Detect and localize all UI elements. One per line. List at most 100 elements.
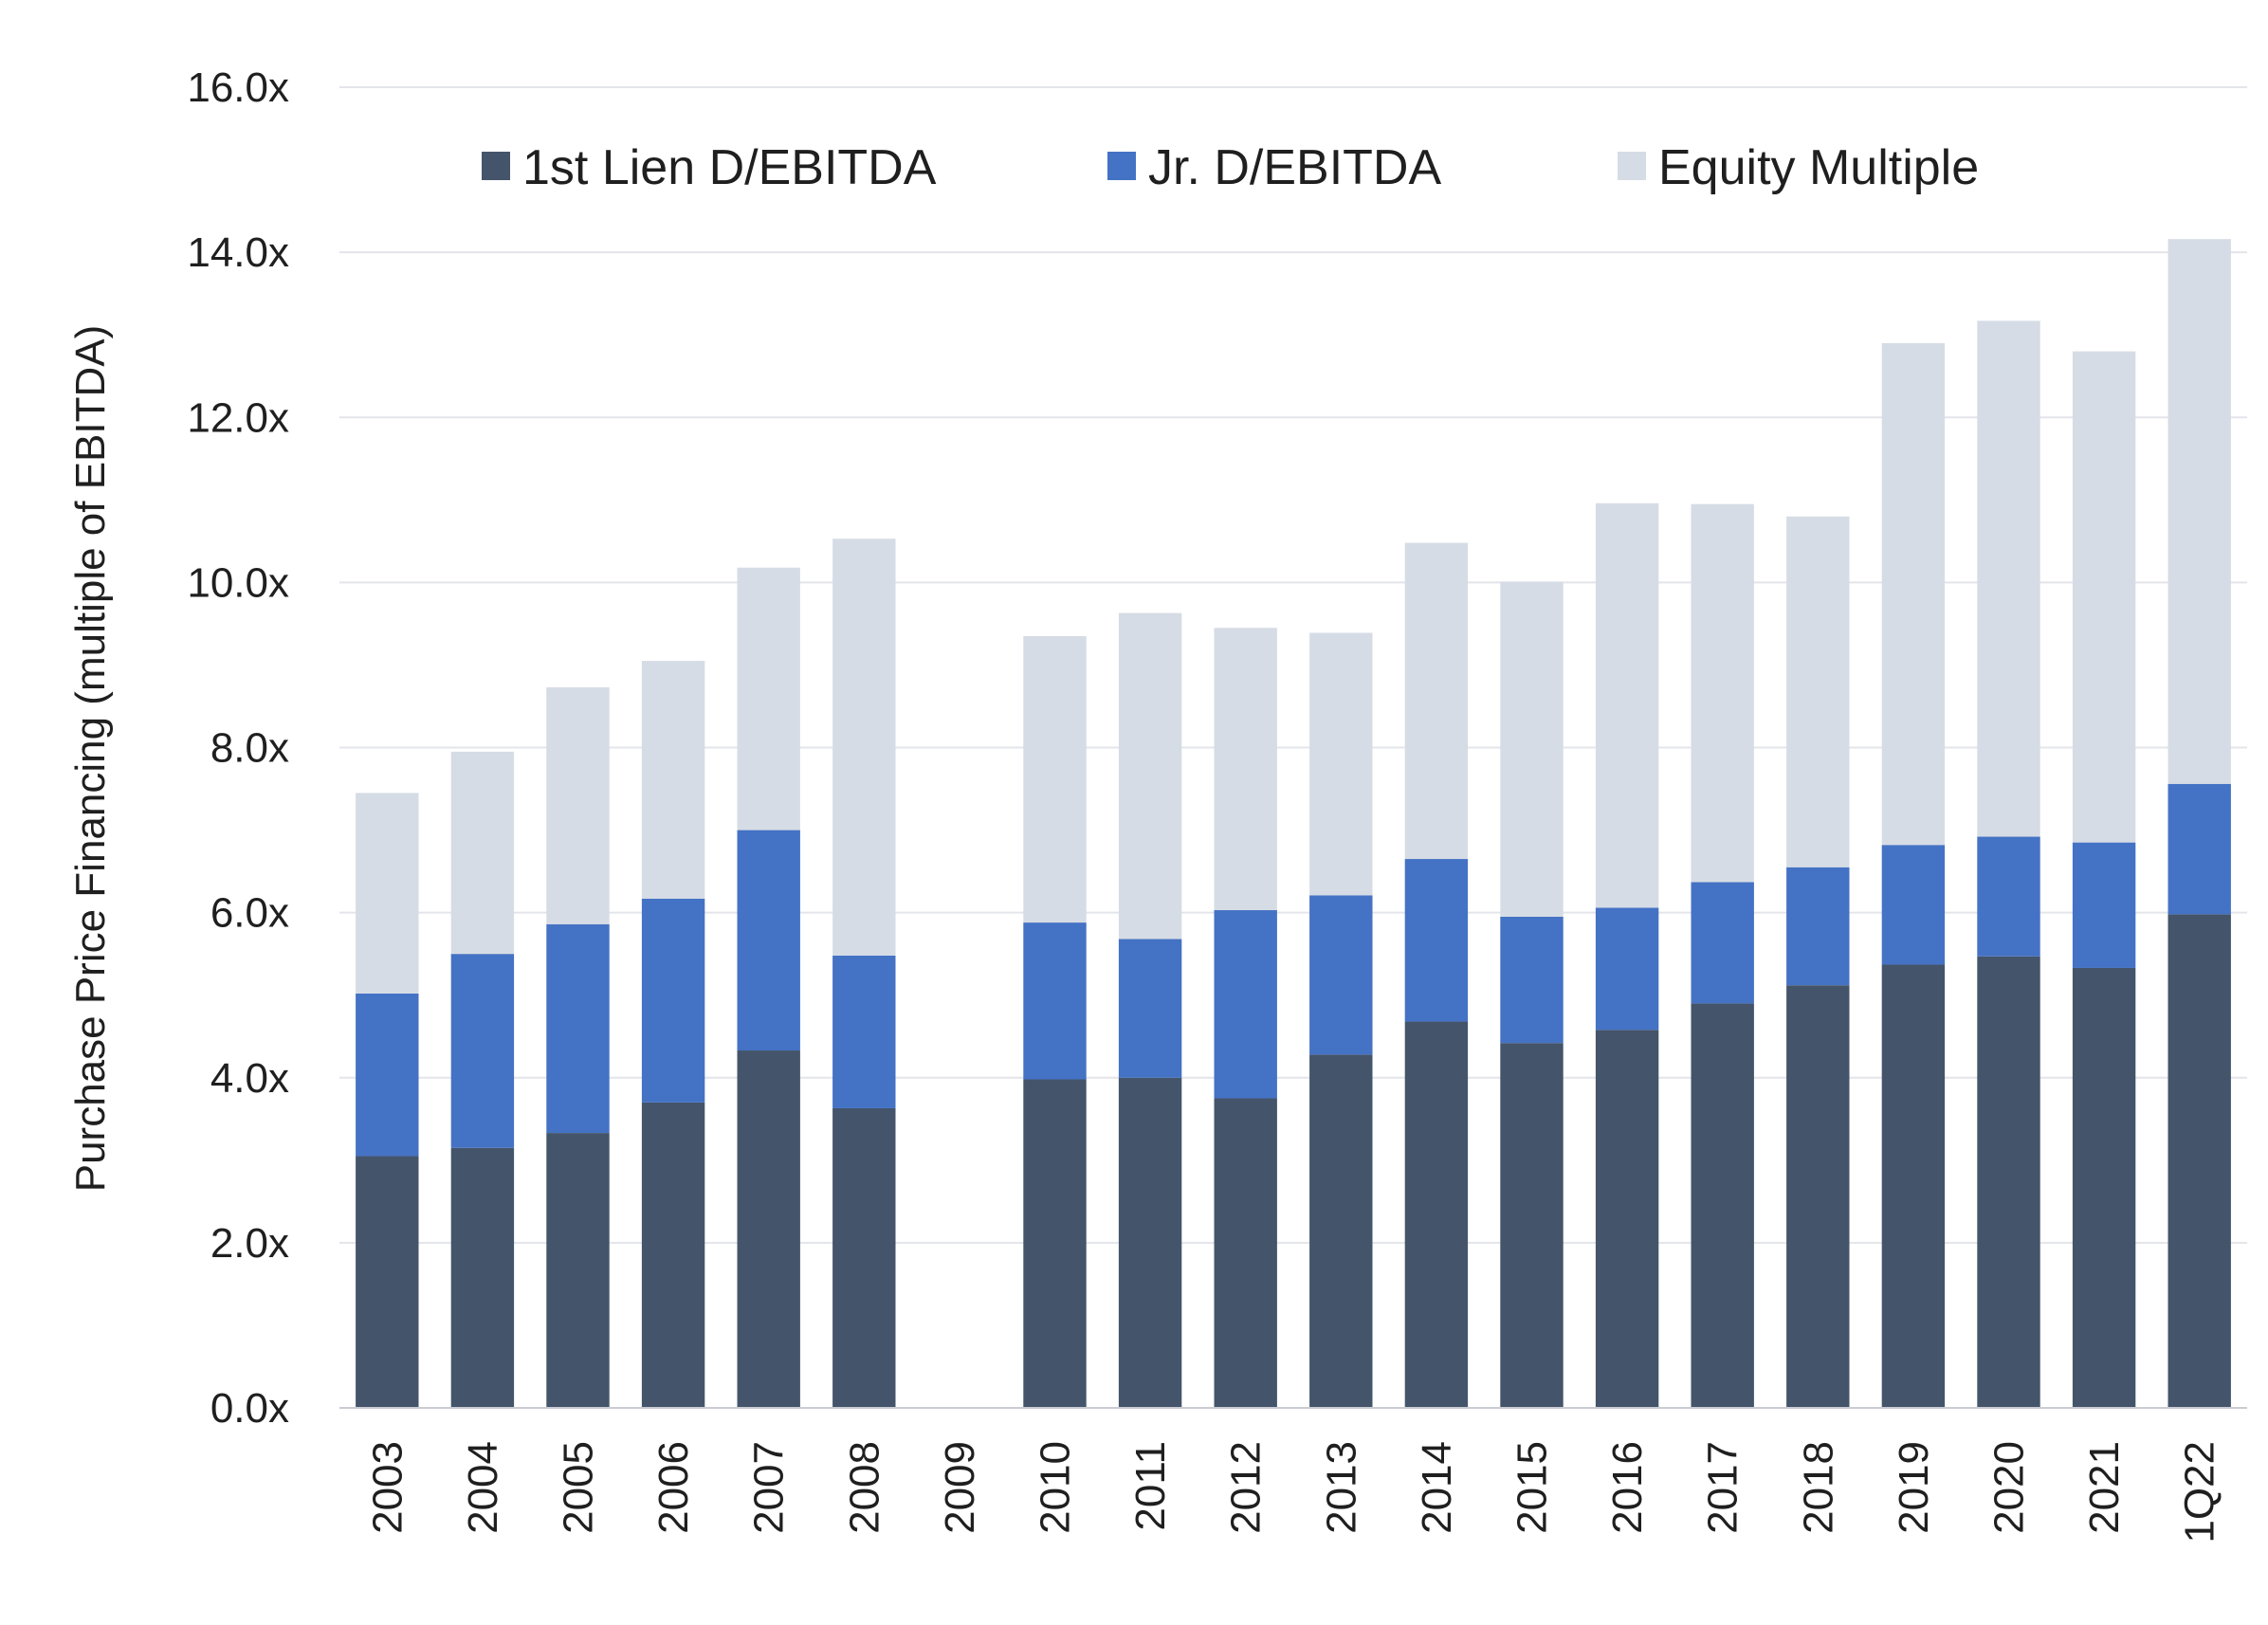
bar-segment-jr-d-ebitda: [1977, 836, 2040, 957]
bar-segment-1st-lien-d-ebitda: [546, 1133, 610, 1408]
bar-segment-equity-multiple: [2167, 239, 2231, 784]
x-tick-label: 2013: [1318, 1441, 1364, 1534]
bar-segment-equity-multiple: [1023, 635, 1087, 923]
y-tick-label: 0.0x: [210, 1385, 289, 1432]
legend-label: Jr. D/EBITDA: [1148, 140, 1441, 195]
legend-item: Equity Multiple: [1618, 140, 1979, 195]
x-axis-tick-labels: 2003 2004 2005 2006 2007 2008 2009 2010 2011 2012…: [364, 1441, 2222, 1543]
legend-swatch: [1107, 152, 1136, 180]
x-tick-label: 2006: [650, 1441, 697, 1534]
y-tick-label: 14.0x: [187, 229, 289, 276]
legend: 1st Lien D/EBITDA Jr. D/EBITDA Equity Mult…: [482, 140, 1979, 195]
y-tick-label: 10.0x: [187, 559, 289, 606]
legend-label: 1st Lien D/EBITDA: [522, 140, 937, 195]
legend-swatch: [1618, 152, 1646, 180]
bar-segment-jr-d-ebitda: [641, 898, 705, 1103]
bar-segment-1st-lien-d-ebitda: [1786, 985, 1850, 1408]
bar-segment-equity-multiple: [1786, 516, 1850, 867]
bar-segment-1st-lien-d-ebitda: [356, 1156, 419, 1408]
bar-segment-1st-lien-d-ebitda: [1118, 1077, 1182, 1408]
bar-segment-equity-multiple: [356, 793, 419, 994]
bar-segment-jr-d-ebitda: [356, 993, 419, 1157]
x-tick-label: 2008: [841, 1441, 887, 1534]
bar-segment-equity-multiple: [1691, 503, 1754, 883]
bar-segment-jr-d-ebitda: [450, 954, 515, 1148]
bar-segment-equity-multiple: [1309, 632, 1373, 896]
x-tick-label: 2019: [1891, 1441, 1937, 1534]
y-tick-label: 2.0x: [210, 1220, 289, 1267]
x-tick-label: 2005: [556, 1441, 602, 1534]
x-tick-label: 2016: [1604, 1441, 1651, 1534]
bar-segment-jr-d-ebitda: [1023, 922, 1087, 1080]
bar-segment-1st-lien-d-ebitda: [641, 1102, 705, 1408]
bar-segment-equity-multiple: [450, 751, 515, 955]
bar-segment-equity-multiple: [641, 661, 705, 899]
x-tick-label: 2020: [1986, 1441, 2033, 1534]
bar-segment-jr-d-ebitda: [737, 830, 800, 1051]
y-tick-label: 8.0x: [210, 725, 289, 772]
x-tick-label: 2012: [1223, 1441, 1270, 1534]
legend-item: 1st Lien D/EBITDA: [482, 140, 937, 195]
bar-segment-equity-multiple: [546, 686, 610, 924]
legend-item: Jr. D/EBITDA: [1107, 140, 1441, 195]
bar-segment-jr-d-ebitda: [1595, 907, 1659, 1031]
bar-segment-1st-lien-d-ebitda: [832, 1107, 896, 1408]
bar-segment-1st-lien-d-ebitda: [737, 1050, 800, 1408]
bar-segment-equity-multiple: [1404, 542, 1469, 860]
bar-segment-jr-d-ebitda: [1786, 867, 1850, 986]
x-tick-label: 1Q22: [2177, 1441, 2223, 1543]
y-tick-label: 16.0x: [187, 64, 289, 111]
bar-segment-1st-lien-d-ebitda: [2167, 914, 2231, 1408]
bar-segment-1st-lien-d-ebitda: [450, 1147, 515, 1408]
bar-segment-jr-d-ebitda: [1500, 916, 1564, 1044]
bar-segment-1st-lien-d-ebitda: [1595, 1030, 1659, 1408]
legend-label: Equity Multiple: [1658, 140, 1979, 195]
bar-segment-jr-d-ebitda: [1881, 845, 1946, 965]
legend-swatch: [482, 152, 510, 180]
x-tick-label: 2011: [1127, 1441, 1174, 1531]
y-axis-tick-labels: 0.0x 2.0x 4.0x 6.0x 8.0x 10.0x 12.0x 14.0x 16.0x: [187, 64, 289, 1432]
x-tick-label: 2009: [937, 1441, 983, 1534]
bar-segment-jr-d-ebitda: [1118, 939, 1182, 1078]
bar-segment-jr-d-ebitda: [832, 955, 896, 1108]
y-tick-label: 4.0x: [210, 1055, 289, 1102]
bar-segment-jr-d-ebitda: [2072, 842, 2136, 968]
y-axis-title: Purchase Price Financing (multiple of EB…: [67, 325, 114, 1193]
bar-segment-1st-lien-d-ebitda: [1404, 1021, 1469, 1408]
bar-segment-equity-multiple: [1595, 502, 1659, 908]
bar-segment-1st-lien-d-ebitda: [1977, 956, 2040, 1408]
x-tick-label: 2015: [1509, 1441, 1556, 1534]
bar-segment-1st-lien-d-ebitda: [1023, 1079, 1087, 1408]
x-tick-label: 2021: [2081, 1441, 2128, 1534]
bar-segment-equity-multiple: [1214, 628, 1277, 911]
x-tick-label: 2014: [1414, 1441, 1460, 1534]
bar-segment-jr-d-ebitda: [546, 923, 610, 1134]
bar-segment-1st-lien-d-ebitda: [1309, 1054, 1373, 1408]
x-tick-label: 2004: [460, 1441, 506, 1534]
y-tick-label: 12.0x: [187, 394, 289, 441]
bar-segment-jr-d-ebitda: [2167, 783, 2231, 915]
y-tick-label: 6.0x: [210, 890, 289, 937]
bar-segment-equity-multiple: [1118, 612, 1182, 940]
bar-segment-equity-multiple: [1500, 581, 1564, 917]
bar-segment-jr-d-ebitda: [1691, 882, 1754, 1004]
bar-segment-equity-multiple: [1977, 320, 2040, 837]
bar-segment-1st-lien-d-ebitda: [2072, 967, 2136, 1408]
x-tick-label: 2007: [746, 1441, 793, 1534]
x-tick-label: 2003: [364, 1441, 411, 1534]
x-tick-label: 2018: [1795, 1441, 1841, 1534]
x-tick-label: 2017: [1700, 1441, 1747, 1534]
bar-segment-equity-multiple: [832, 539, 896, 956]
bar-segment-jr-d-ebitda: [1309, 895, 1373, 1055]
bar-segment-equity-multiple: [1881, 342, 1946, 846]
bar-segment-1st-lien-d-ebitda: [1691, 1003, 1754, 1408]
x-tick-label: 2010: [1033, 1441, 1079, 1534]
bar-segment-jr-d-ebitda: [1404, 859, 1469, 1022]
gridlines: [339, 86, 2247, 1244]
bar-segment-1st-lien-d-ebitda: [1214, 1098, 1277, 1408]
bar-segment-1st-lien-d-ebitda: [1881, 964, 1946, 1408]
bar-segment-1st-lien-d-ebitda: [1500, 1043, 1564, 1408]
bars: [356, 239, 2231, 1408]
bar-segment-equity-multiple: [737, 567, 800, 831]
